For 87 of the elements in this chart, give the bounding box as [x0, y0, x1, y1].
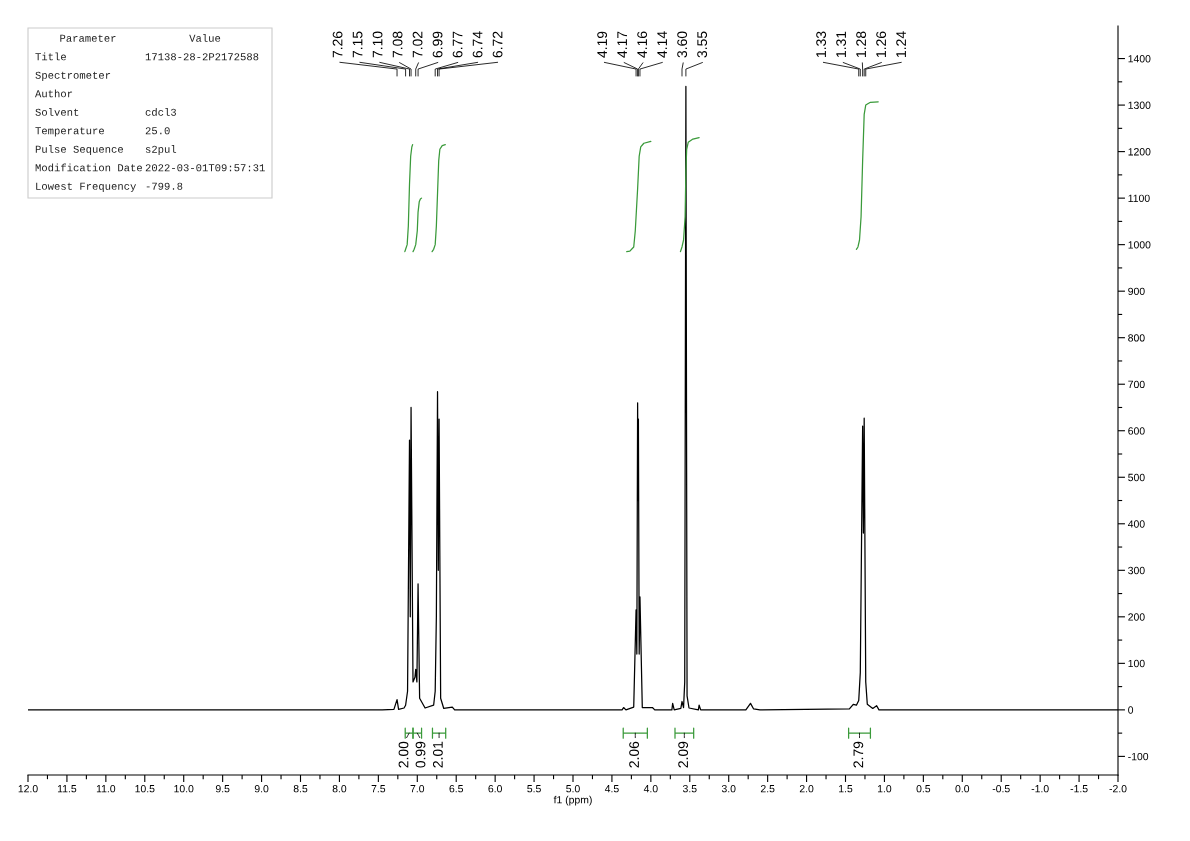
text: Solvent cdcl3 [35, 108, 176, 116]
y-tick-label: 1100 [1128, 194, 1150, 203]
x-tick-label: 9.5 [215, 785, 230, 793]
x-axis-title: f1 (ppm) [553, 795, 592, 806]
x-tick-label: -1.5 [1070, 785, 1088, 793]
annotation: 7.02 [412, 31, 423, 58]
text: Temperature 25.0 [35, 127, 170, 137]
x-tick-label: 11.0 [96, 785, 116, 793]
y-tick-label: 900 [1128, 287, 1145, 296]
x-tick-label: 10.5 [135, 785, 155, 793]
annotation: 2.01 [432, 741, 443, 768]
y-tick-label: 1000 [1128, 241, 1151, 249]
annotation: 4.17 [617, 31, 627, 58]
annotation: 7.26 [332, 31, 343, 58]
x-tick-label: 11.5 [57, 785, 77, 793]
line-series [404, 144, 414, 253]
x-tick-label: 0.5 [916, 785, 931, 793]
y-tick-label: 800 [1128, 334, 1145, 342]
x-tick-label: 6.0 [488, 785, 502, 793]
x-tick-label: 4.0 [643, 785, 658, 793]
annotation: 3.60 [677, 31, 688, 58]
x-tick-label: 10.0 [174, 785, 194, 793]
x-tick-label: 9.0 [254, 785, 269, 793]
y-tick-label: -100 [1128, 752, 1149, 761]
line-series [626, 140, 652, 253]
x-tick-label: 7.5 [371, 785, 386, 793]
x-tick-label: 4.5 [604, 785, 619, 793]
annotation: 4.16 [637, 31, 648, 58]
y-tick-label: 600 [1128, 427, 1145, 435]
x-tick-label: -0.5 [992, 785, 1010, 793]
annotation: 7.08 [392, 31, 403, 58]
y-tick-label: 500 [1128, 473, 1145, 482]
x-tick-label: 7.0 [410, 785, 425, 793]
x-tick-label: 5.5 [527, 785, 541, 793]
y-tick-label: 200 [1128, 613, 1145, 621]
annotation: 7.10 [372, 31, 383, 58]
annotation: 2.79 [853, 741, 864, 768]
annotation: 6.77 [452, 31, 463, 58]
x-tick-label: -1.0 [1031, 785, 1049, 793]
y-tick-label: 1300 [1128, 101, 1151, 109]
line-series [855, 101, 879, 250]
annotation: 6.72 [492, 31, 503, 58]
x-tick-label: 8.5 [293, 785, 308, 793]
line-series [431, 144, 446, 253]
annotation: 0.99 [415, 741, 426, 768]
line-series [679, 137, 700, 253]
annotation: Author [35, 89, 73, 98]
x-tick-label: 0.0 [955, 785, 970, 793]
annotation: 1.33 [816, 31, 827, 57]
annotation: 2.09 [678, 741, 689, 768]
x-tick-label: 8.0 [332, 785, 347, 793]
annotation: Modification Date 2022-03-01T09:57:31 [35, 163, 265, 172]
x-tick-label: 3.5 [682, 785, 697, 793]
annotation: 1.26 [876, 31, 887, 57]
annotation: 6.74 [472, 31, 483, 58]
x-tick-label: 5.0 [566, 785, 580, 793]
y-tick-label: 300 [1128, 566, 1145, 575]
y-tick-label: 1400 [1128, 55, 1151, 63]
x-tick-label: 1.5 [839, 785, 853, 793]
annotation: 2.00 [398, 741, 409, 768]
x-tick-label: 3.0 [721, 785, 736, 793]
y-tick-label: 100 [1128, 659, 1145, 668]
text: Pulse Sequence s2pul [35, 145, 177, 155]
text: Title 17138-28-2P2172588 [35, 52, 259, 61]
annotation: Lowest Frequency -799.8 [36, 182, 183, 192]
annotation: 4.19 [597, 31, 608, 58]
x-tick-label: 12.0 [18, 785, 38, 793]
annotation: 1.28 [856, 31, 867, 57]
annotation: Spectrometer [35, 71, 111, 81]
x-tick-label: 1.0 [877, 785, 892, 793]
annotation: 1.31 [836, 31, 847, 57]
x-tick-label: 2.0 [799, 785, 814, 793]
text: Parameter Value [60, 34, 221, 42]
annotation: 6.99 [432, 31, 443, 58]
line-series [412, 197, 423, 253]
annotation: 7.15 [352, 31, 363, 58]
y-tick-label: 400 [1127, 520, 1145, 528]
y-tick-label: 1200 [1128, 148, 1151, 156]
x-tick-label: 6.5 [449, 785, 464, 793]
y-tick-label: 0 [1128, 706, 1134, 714]
annotation: 2.06 [629, 741, 640, 768]
x-tick-label: -2.0 [1109, 785, 1127, 793]
annotation: 4.14 [657, 31, 667, 58]
x-tick-label: 2.5 [760, 785, 775, 793]
y-tick-label: 700 [1128, 380, 1145, 389]
annotation: 1.24 [896, 31, 906, 57]
annotation: 3.55 [697, 31, 708, 58]
